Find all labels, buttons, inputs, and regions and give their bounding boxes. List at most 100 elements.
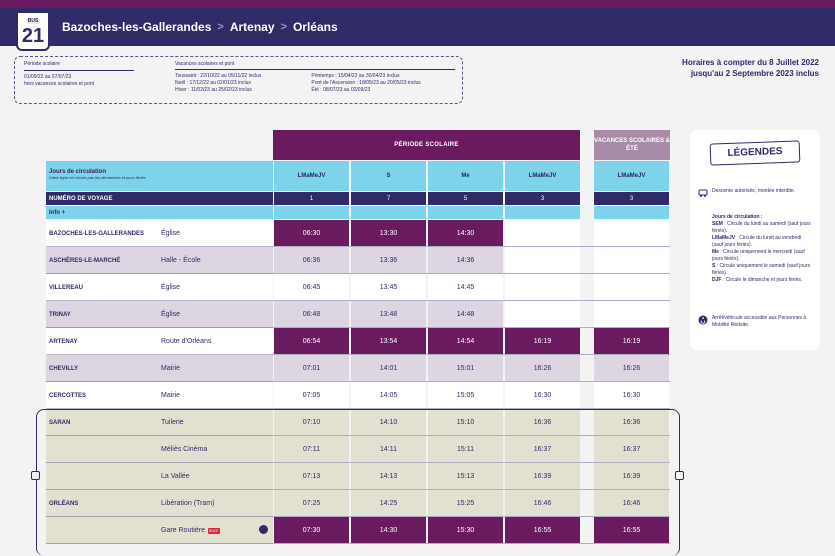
day-code: LMaMeJV (594, 161, 669, 191)
table-row (46, 463, 273, 490)
school-period-note: hors vacances scolaires et pont (24, 81, 95, 87)
line-number: 21 (21, 25, 45, 47)
row-divider (46, 381, 670, 382)
row-divider (46, 408, 670, 409)
stop-place: Église (161, 230, 181, 237)
route-origin: Bazoches-les-Gallerandes (62, 20, 212, 34)
school-period-title: Période scolaire (24, 61, 134, 71)
info-cell (594, 206, 669, 219)
header-bar: BUS 21 Bazoches-les-Gallerandes > Artena… (0, 8, 835, 51)
legend-day-item: Me : Circule uniquement le mercredi (sau… (712, 249, 812, 263)
stop-name: SARAN (49, 419, 71, 426)
time-cell: 15:25 (428, 490, 503, 516)
trip-number: 1 (274, 192, 349, 205)
trip-number-label: NUMÉRO DE VOYAGE (46, 192, 273, 205)
legend-day-item: DJF : Circule le dimanche et jours férié… (712, 277, 812, 284)
legend-day-code: DJF (712, 277, 722, 283)
table-row (46, 355, 273, 382)
time-cell: 06:54 (274, 328, 349, 354)
time-cell (594, 301, 669, 327)
stop-name: CERCOTTES (49, 392, 87, 399)
table-row (46, 517, 273, 544)
holiday-item: Noël : 17/12/22 au 02/01/23 inclus (175, 80, 251, 86)
day-code: Me (428, 161, 503, 191)
stop-name: TRINAY (49, 311, 71, 318)
day-code: S (351, 161, 426, 191)
time-cell: 07:30 (274, 517, 349, 543)
time-cell (505, 247, 580, 273)
legend-day-code: Me (712, 249, 719, 255)
time-cell (505, 274, 580, 300)
legend-day-text: : Circule du lundi au vendredi (sauf jou… (712, 235, 802, 248)
time-cell: 14:05 (351, 382, 426, 408)
table-row (46, 382, 273, 409)
time-cell: 13:36 (351, 247, 426, 273)
holiday-period-header: VACANCES SCOLAIRES & ÉTÉ (594, 130, 670, 160)
time-cell: 14:36 (428, 247, 503, 273)
bus-label: BUS (25, 18, 41, 24)
time-cell: 07:05 (274, 382, 349, 408)
periods-box: Période scolaire 01/09/22 au 07/07/23 ho… (14, 56, 463, 104)
row-divider (46, 300, 670, 301)
time-cell: 14:01 (351, 355, 426, 381)
time-cell: 16:39 (594, 463, 669, 489)
stop-name: ORLÉANS (49, 500, 79, 507)
descent-icon (675, 471, 684, 480)
time-cell: 15:11 (428, 436, 503, 462)
holiday-item: Été : 08/07/23 au 02/09/23 (311, 87, 371, 93)
row-divider (46, 489, 670, 490)
trip-number: 7 (351, 192, 426, 205)
stop-place: Église (161, 284, 181, 291)
legend-pmr-text: Arrêt/véhicule accessible aux Personnes … (712, 315, 807, 328)
time-cell: 14:25 (351, 490, 426, 516)
row-divider (46, 327, 670, 328)
holiday-item: Pont de l'Ascension : 18/05/23 au 20/05/… (311, 80, 421, 86)
row-divider (46, 354, 670, 355)
table-row (46, 301, 273, 328)
table-row (46, 220, 273, 247)
time-cell: 16:39 (505, 463, 580, 489)
time-cell: 14:10 (351, 409, 426, 435)
info-label: Info + (46, 206, 273, 219)
descent-icon (698, 189, 708, 197)
time-cell: 13:54 (351, 328, 426, 354)
time-cell: 14:30 (428, 220, 503, 246)
validity-end: jusqu'au 2 Septembre 2023 inclus (690, 69, 819, 78)
time-cell: 07:11 (274, 436, 349, 462)
legend-day-code: LMaMeJV (712, 235, 736, 241)
time-cell: 06:30 (274, 220, 349, 246)
time-cell: 06:45 (274, 274, 349, 300)
info-cell (428, 206, 503, 219)
accessibility-icon (698, 315, 708, 325)
row-divider (46, 246, 670, 247)
row-divider (46, 516, 670, 517)
school-period: Période scolaire 01/09/22 au 07/07/23 ho… (24, 61, 134, 88)
time-cell: 15:13 (428, 463, 503, 489)
time-cell: 16:30 (594, 382, 669, 408)
time-cell: 16:37 (505, 436, 580, 462)
row-divider (46, 435, 670, 436)
holiday-title: Vacances scolaires et pont (175, 61, 455, 70)
holiday-item: Printemps : 15/04/22 au 30/04/23 inclus (311, 73, 400, 79)
time-cell: 06:36 (274, 247, 349, 273)
holiday-item: Hiver : 11/02/23 au 25/02/23 inclus (175, 87, 252, 93)
days-note: Cette ligne ne circule pas les dimanches… (49, 175, 146, 180)
legend-day-text: : Circule le dimanche et jours fériés. (721, 277, 803, 283)
legend-day-code: SEM (712, 221, 723, 227)
info-cell (351, 206, 426, 219)
legend-day-item: S : Circule uniquement le samedi (sauf j… (712, 263, 812, 277)
stop-place: Mairie (161, 392, 181, 399)
time-cell: 16:36 (594, 409, 669, 435)
time-cell: 15:30 (428, 517, 503, 543)
time-cell: 13:45 (351, 274, 426, 300)
time-cell: 16:36 (505, 409, 580, 435)
row-divider (46, 462, 670, 463)
legend-day-item: SEM : Circule du lundi au samedi (sauf j… (712, 221, 812, 235)
table-row (46, 247, 273, 274)
urban-zone-bracket (36, 409, 680, 556)
time-cell: 16:26 (505, 355, 580, 381)
top-strip (0, 0, 835, 8)
stop-place: Route d'Orléans (161, 338, 212, 345)
time-cell: 14:13 (351, 463, 426, 489)
route-title: Bazoches-les-Gallerandes > Artenay > Orl… (62, 20, 338, 34)
